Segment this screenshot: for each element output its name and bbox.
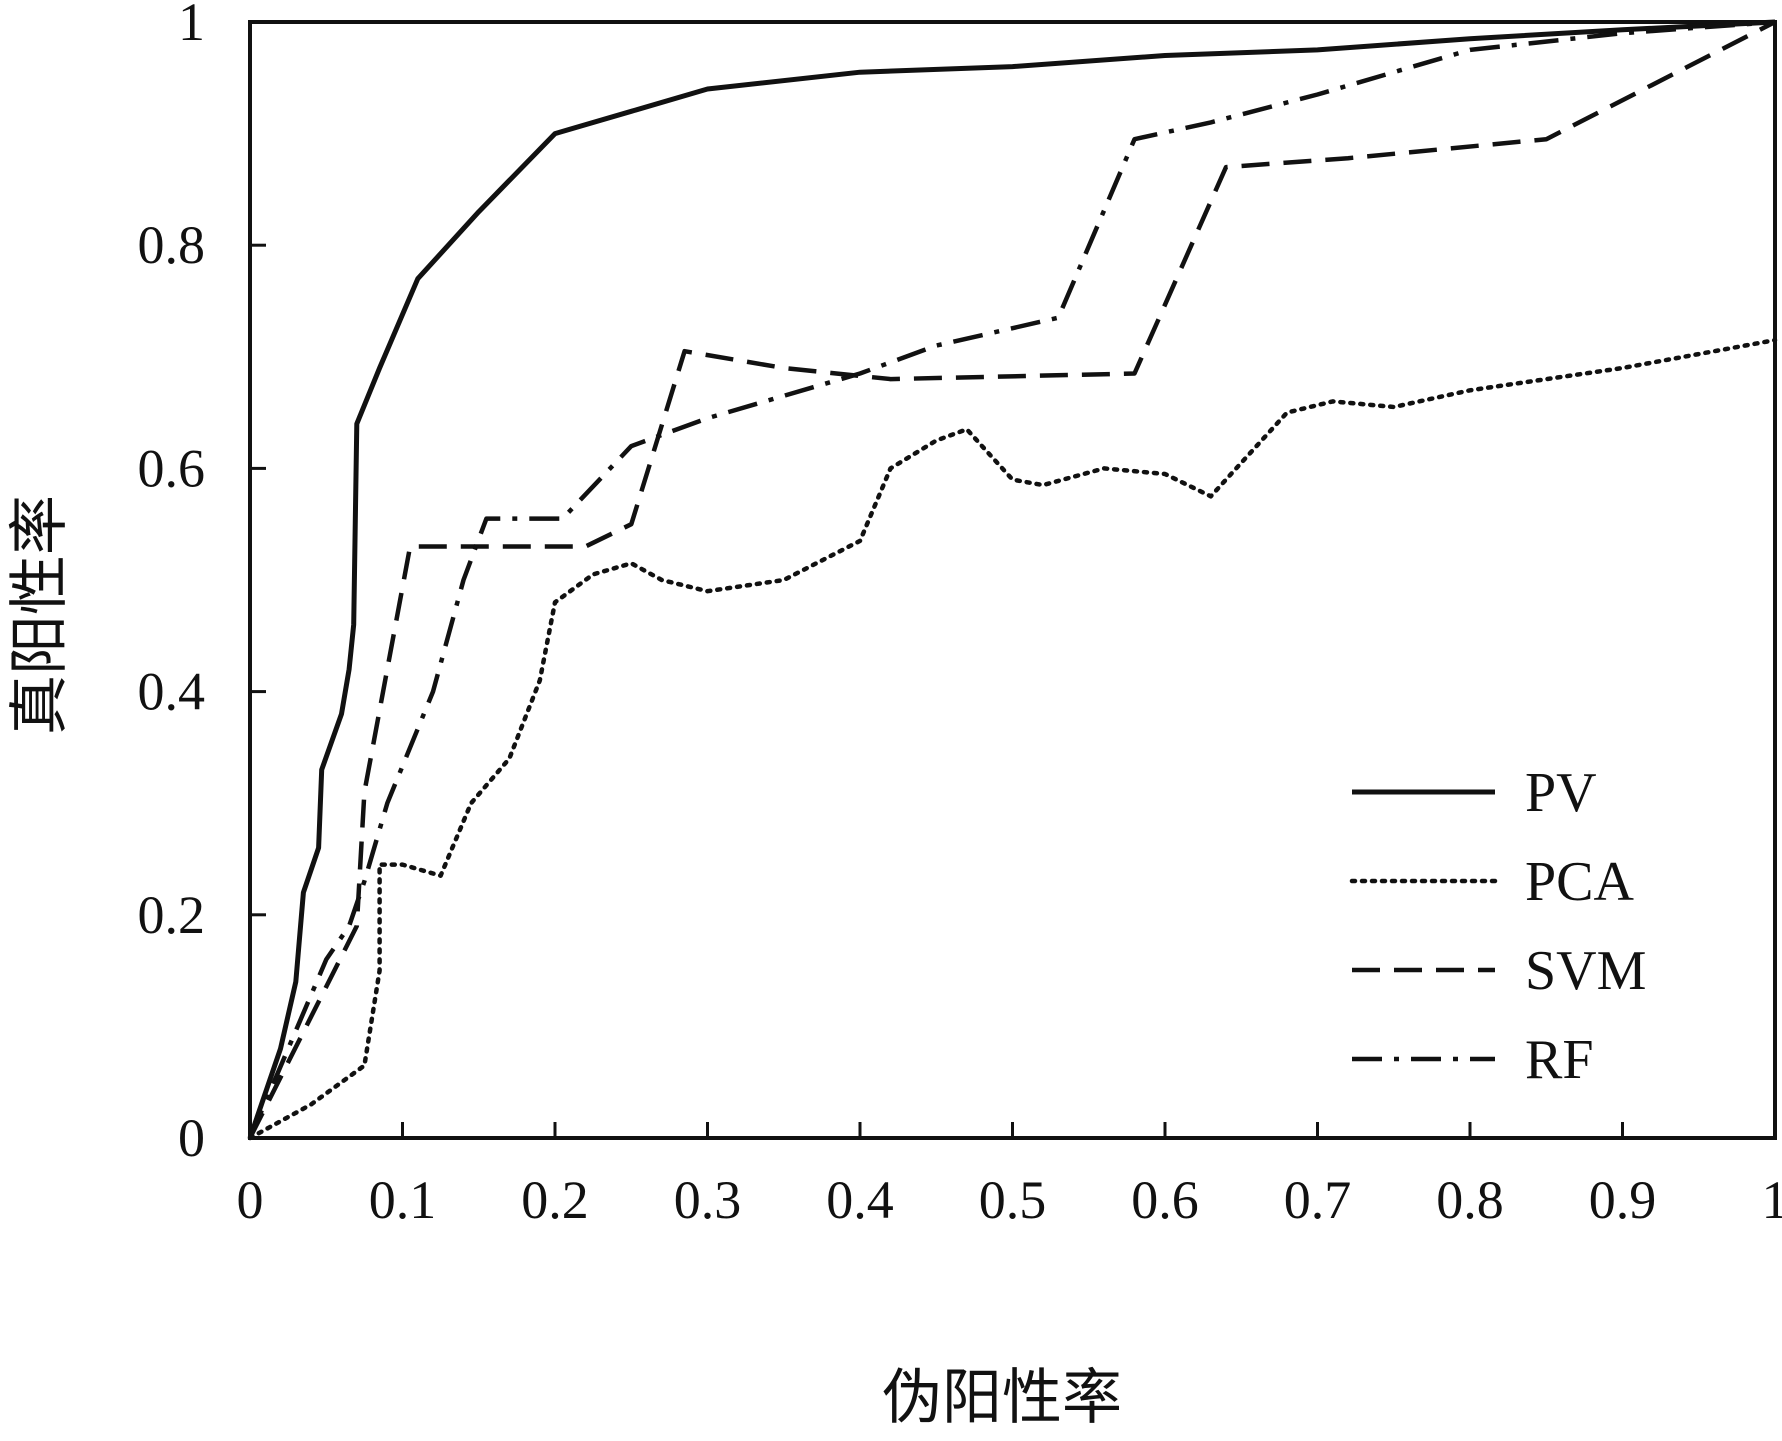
legend-label-rf: RF [1525, 1029, 1594, 1091]
series-line-pca [250, 340, 1775, 1138]
y-tick-label: 0.4 [138, 662, 206, 722]
x-tick-label: 0.5 [979, 1170, 1047, 1230]
x-tick-label: 0.9 [1589, 1170, 1657, 1230]
x-tick-label: 0.8 [1436, 1170, 1504, 1230]
legend-label-pv: PV [1525, 762, 1597, 824]
legend: PV PCA SVM RF [1352, 762, 1646, 1091]
x-tick-label: 0.6 [1131, 1170, 1199, 1230]
x-tick-label: 0.4 [826, 1170, 894, 1230]
x-tick-label: 1 [1762, 1170, 1782, 1230]
x-tick-label: 0 [237, 1170, 264, 1230]
x-tick-label: 0.3 [674, 1170, 742, 1230]
y-tick-label: 0.6 [138, 438, 206, 498]
x-axis-title: 伪阳性率 [882, 1363, 1122, 1433]
y-axis-title: 真阳性率 [5, 495, 75, 735]
x-tick-label: 0.1 [369, 1170, 437, 1230]
y-tick-label: 0.8 [138, 215, 206, 275]
x-tick-label: 0.2 [521, 1170, 589, 1230]
legend-label-pca: PCA [1525, 851, 1634, 913]
x-tick-label: 0.7 [1284, 1170, 1352, 1230]
legend-label-svm: SVM [1525, 940, 1646, 1002]
y-tick-label: 0 [178, 1108, 205, 1168]
y-tick-label: 0.2 [138, 885, 206, 945]
y-tick-label: 1 [178, 0, 205, 52]
